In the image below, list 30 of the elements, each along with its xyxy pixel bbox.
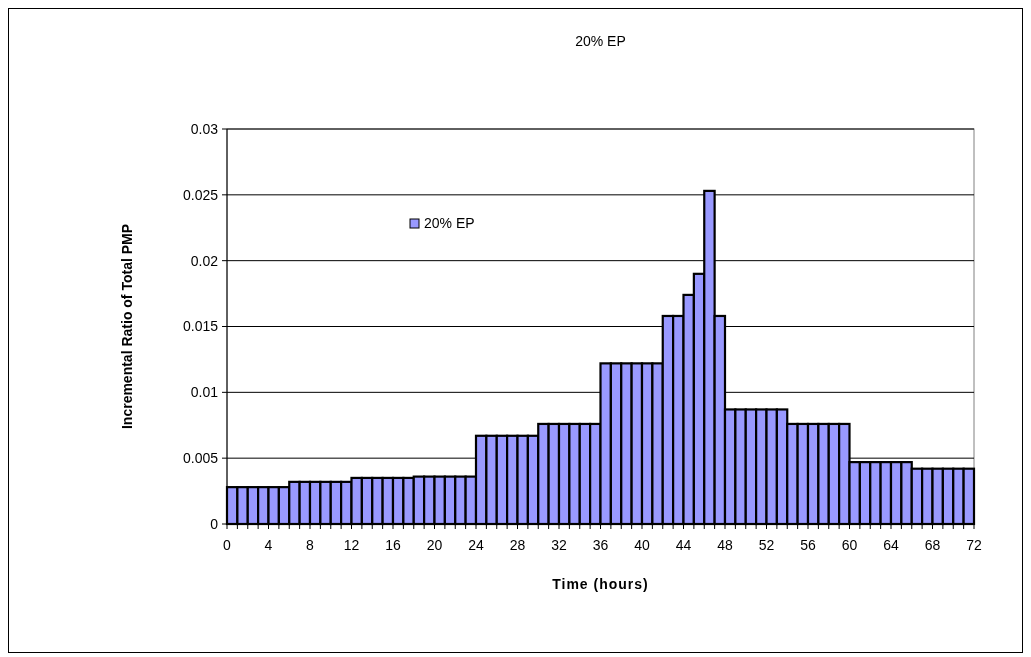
y-tick-label: 0 (210, 515, 219, 532)
y-tick-label: 0.02 (190, 252, 219, 269)
x-tick-label: 12 (343, 537, 360, 553)
x-tick-label: 72 (966, 537, 982, 553)
x-tick-label: 32 (551, 537, 567, 553)
x-tick-label: 60 (841, 537, 858, 553)
x-tick-label: 28 (509, 537, 526, 553)
y-tick-label: 0.025 (182, 186, 219, 203)
y-tick-label: 0.01 (190, 384, 219, 401)
x-tick-label: 64 (883, 537, 899, 553)
y-tick-label: 0.03 (190, 120, 219, 137)
x-tick-label: 44 (675, 537, 692, 553)
legend-label: 20% EP (424, 215, 475, 231)
x-tick-label: 4 (264, 537, 273, 553)
x-tick-label: 16 (385, 537, 401, 553)
x-tick-label: 52 (758, 537, 775, 553)
x-tick-label: 40 (634, 537, 650, 553)
x-tick-label: 48 (717, 537, 733, 553)
x-axis-title: Time (hours) (552, 576, 649, 592)
y-tick-label: 0.015 (182, 318, 219, 335)
x-tick-label: 0 (223, 537, 232, 553)
x-tick-label: 8 (306, 537, 315, 553)
x-tick-label: 24 (468, 537, 484, 553)
x-tick-label: 20 (426, 537, 443, 553)
y-axis-title: Incremental Ratio of Total PMP (119, 223, 135, 430)
chart-title: 20% EP (575, 33, 626, 49)
x-tick-label: 68 (924, 537, 941, 553)
x-tick-label: 56 (800, 537, 816, 553)
y-tick-label: 0.005 (182, 450, 219, 467)
x-tick-label: 36 (592, 537, 609, 553)
